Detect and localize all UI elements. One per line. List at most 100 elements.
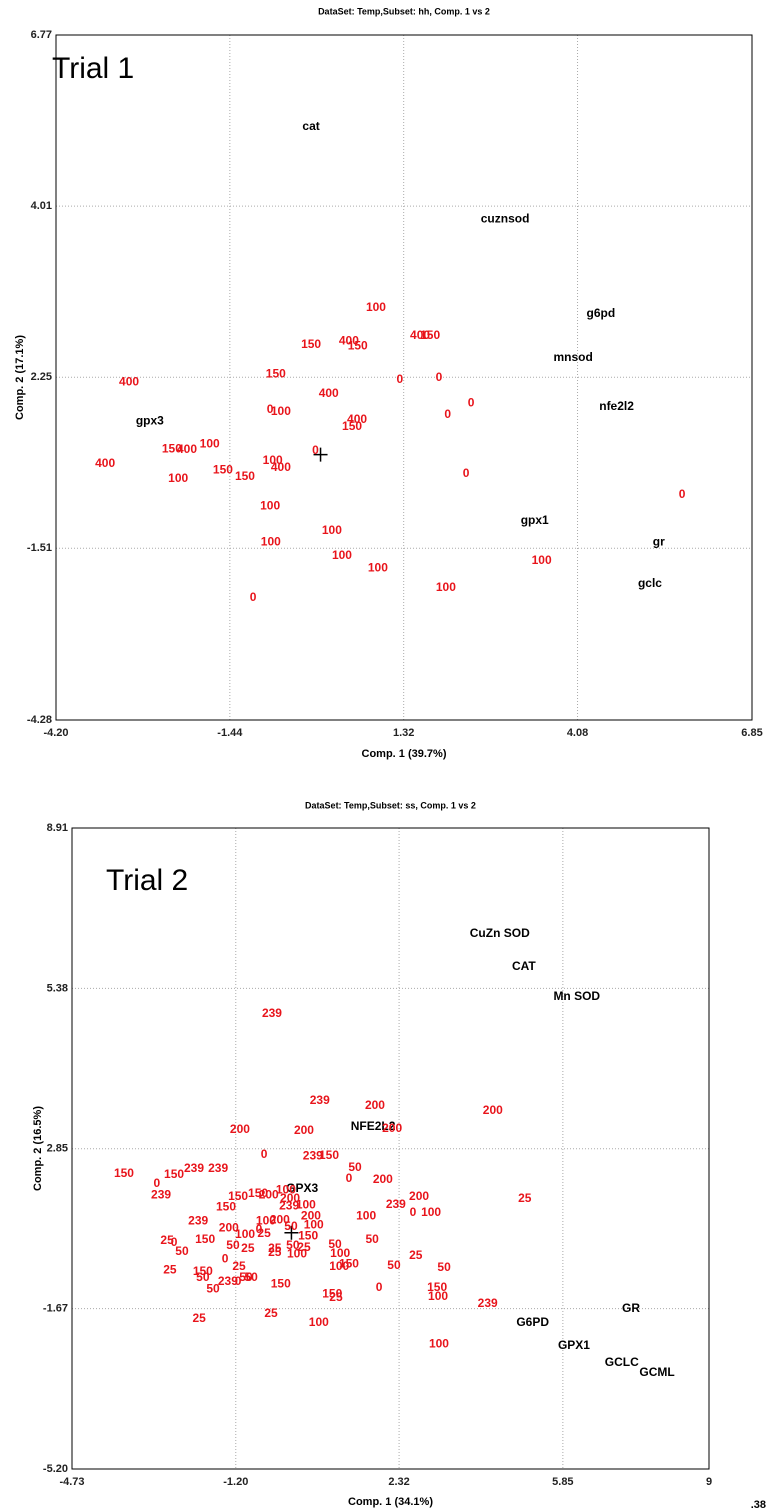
point-label: 0 <box>444 407 451 421</box>
point-label: 150 <box>427 1280 447 1294</box>
point-label: 400 <box>410 328 430 342</box>
point-label: 150 <box>213 462 233 476</box>
point-label: 100 <box>263 453 283 467</box>
point-label: 200 <box>219 1220 239 1234</box>
point-label: 239 <box>303 1149 323 1163</box>
point-label: 100 <box>436 580 456 594</box>
point-label: 150 <box>164 1167 184 1181</box>
point-label: 239 <box>262 1006 282 1020</box>
point-label: 50 <box>348 1160 362 1174</box>
point-label: 150 <box>301 337 321 351</box>
point-label: 100 <box>429 1337 449 1351</box>
x-tick-label: 2.32 <box>388 1476 409 1488</box>
point-label: 400 <box>95 456 115 470</box>
point-label: 100 <box>421 1205 441 1219</box>
y-tick-label: -5.20 <box>43 1463 68 1475</box>
point-label: 100 <box>428 1289 448 1303</box>
point-label: 100 <box>168 471 188 485</box>
point-label: 200 <box>301 1209 321 1223</box>
point-label: 100 <box>287 1247 307 1261</box>
point-label: 150 <box>342 419 362 433</box>
point-label: 150 <box>114 1166 134 1180</box>
point-label: 239 <box>218 1274 238 1288</box>
point-label: 400 <box>177 442 197 456</box>
point-label: 0 <box>250 590 257 604</box>
point-label: 100 <box>271 404 291 418</box>
point-label: 0 <box>463 466 470 480</box>
point-label: 0 <box>235 1274 242 1288</box>
point-label: 400 <box>347 412 367 426</box>
point-label: 200 <box>280 1191 300 1205</box>
point-label: 50 <box>328 1237 342 1251</box>
point-label: GPX3 <box>286 1181 318 1195</box>
x-axis-label: Comp. 1 (34.1%) <box>348 1496 433 1508</box>
x-tick-label: 6.85 <box>741 727 762 739</box>
point-label: 0 <box>376 1280 383 1294</box>
point-label: 100 <box>368 560 388 574</box>
point-label: 50 <box>365 1232 379 1246</box>
point-label: 150 <box>193 1264 213 1278</box>
point-label: NFE2L2 <box>351 1119 396 1133</box>
y-tick-label: 5.38 <box>47 982 68 994</box>
point-label: 50 <box>206 1282 220 1296</box>
point-label: 150 <box>216 1200 236 1214</box>
point-label: 0 <box>171 1235 178 1249</box>
point-label: 100 <box>276 1183 296 1197</box>
point-label: 150 <box>271 1277 291 1291</box>
point-label: 400 <box>319 386 339 400</box>
point-label: 239 <box>208 1161 228 1175</box>
point-label: 0 <box>256 1222 263 1236</box>
point-label: 200 <box>373 1172 393 1186</box>
chart-title: DataSet: Temp,Subset: ss, Comp. 1 vs 2 <box>305 800 476 810</box>
point-label: 150 <box>420 328 440 342</box>
point-label: 50 <box>226 1238 240 1252</box>
point-label: 150 <box>228 1189 248 1203</box>
point-label: 100 <box>235 1227 255 1241</box>
y-tick-label: -1.67 <box>43 1303 68 1315</box>
x-tick-label: 1.32 <box>393 727 414 739</box>
point-label: 150 <box>298 1229 318 1243</box>
point-label: Mn SOD <box>553 989 600 1003</box>
point-label: 50 <box>244 1270 258 1284</box>
point-label: cuznsod <box>481 211 530 225</box>
point-label: 100 <box>532 553 552 567</box>
y-axis-label: Comp. 2 (16.5%) <box>32 1106 44 1191</box>
point-label: 100 <box>260 498 280 512</box>
point-label: 239 <box>279 1199 299 1213</box>
point-label: 400 <box>119 374 139 388</box>
point-label: 239 <box>188 1214 208 1228</box>
point-label: 0 <box>436 370 443 384</box>
point-label: 0 <box>267 402 274 416</box>
plot-frame <box>71 827 710 1470</box>
chart-title: DataSet: Temp,Subset: hh, Comp. 1 vs 2 <box>318 6 490 16</box>
point-label: GCLC <box>605 1355 639 1369</box>
point-label: 25 <box>268 1245 282 1259</box>
point-label: 200 <box>259 1188 279 1202</box>
point-label: 50 <box>175 1244 189 1258</box>
point-label: 100 <box>356 1209 376 1223</box>
point-label: gpx1 <box>521 513 549 527</box>
y-axis-label: Comp. 2 (17.1%) <box>14 335 26 420</box>
y-tick-label: -4.28 <box>27 714 52 726</box>
y-tick-label: 2.25 <box>31 371 52 383</box>
point-label: 400 <box>271 460 291 474</box>
point-label: cat <box>302 119 319 133</box>
point-label: 239 <box>386 1197 406 1211</box>
annotation: Trial 1 <box>52 52 134 85</box>
y-tick-label: 2.85 <box>47 1143 68 1155</box>
point-label: 0 <box>397 372 404 386</box>
point-label: 0 <box>468 395 475 409</box>
x-tick-label: -4.73 <box>59 1476 84 1488</box>
point-label: 50 <box>284 1219 298 1233</box>
point-label: 150 <box>322 1287 342 1301</box>
point-label: 25 <box>163 1263 177 1277</box>
point-label: 50 <box>239 1270 253 1284</box>
point-label: 0 <box>346 1171 353 1185</box>
point-label: 25 <box>264 1306 278 1320</box>
point-label: GPX1 <box>558 1338 590 1352</box>
y-tick-label: -1.51 <box>27 542 52 554</box>
point-label: 200 <box>483 1103 503 1117</box>
plot-frame <box>55 34 753 721</box>
y-tick-label: 6.77 <box>31 29 52 41</box>
point-label: 239 <box>310 1093 330 1107</box>
